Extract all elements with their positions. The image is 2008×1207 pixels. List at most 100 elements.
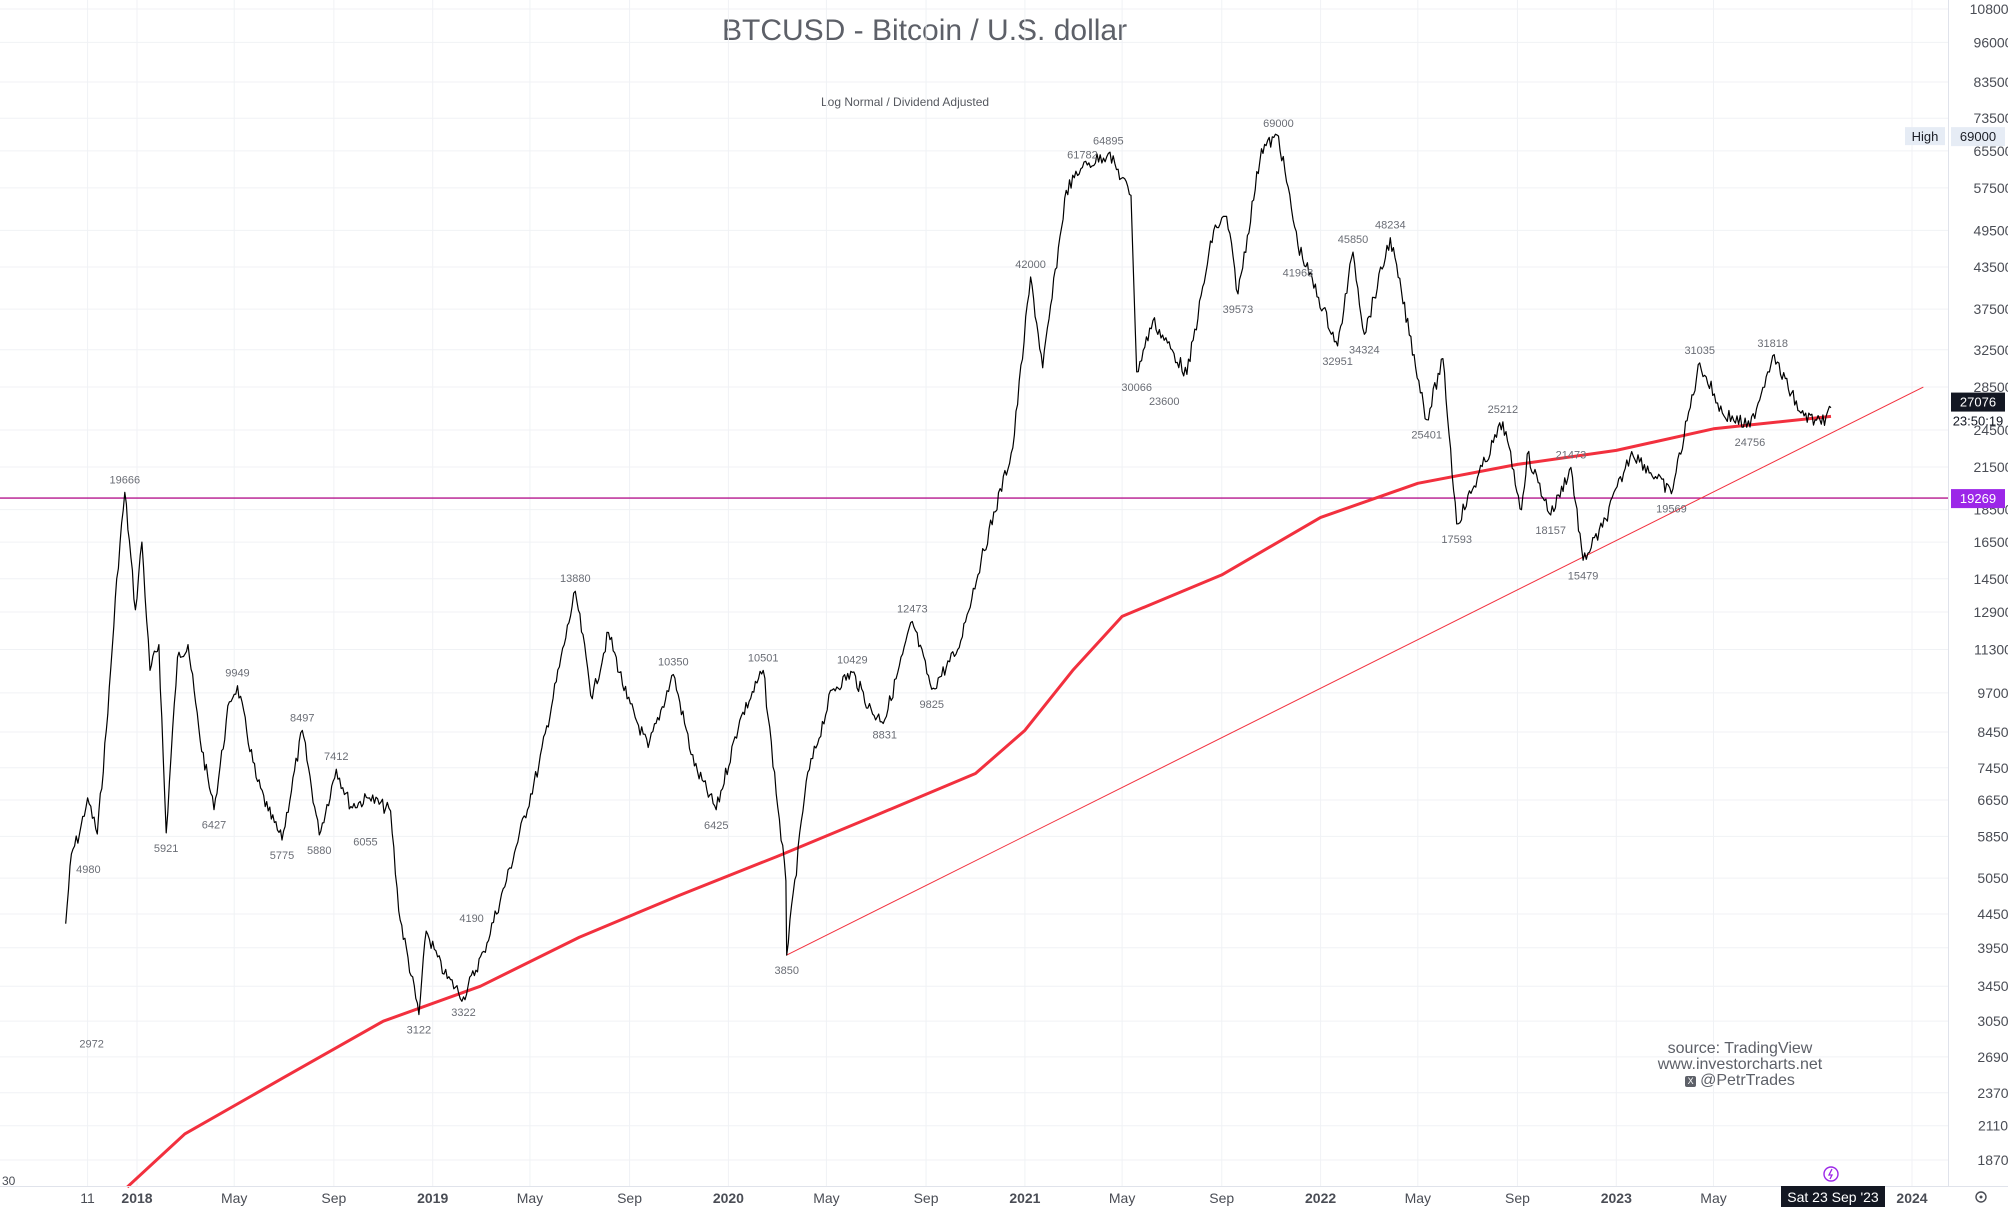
price-line [65,133,1832,1016]
settings-gear-center-icon [1979,1195,1983,1199]
price-axis-panel[interactable] [1948,0,2008,1207]
x-tick-label: May [1109,1190,1135,1206]
price-annotation: 21473 [1556,449,1587,461]
price-annotation: 6055 [353,837,377,849]
price-annotation: 18157 [1535,525,1566,537]
handle-text: @PetrTrades [1700,1072,1795,1089]
y-tick-label: 65500 [1974,143,2008,159]
site-text: www.investorcharts.net [1657,1056,1823,1073]
chart-subtitle: Log Normal / Dividend Adjusted [821,95,990,109]
y-tick-label: 3050 [1977,1013,2008,1029]
price-annotation: 5775 [270,850,294,862]
y-tick-label: 32500 [1974,342,2008,358]
bar-countdown: 23:50:19 [1953,414,2004,429]
price-annotation: 10350 [658,656,689,668]
x-tick-label: May [221,1190,247,1206]
crosshair-date-badge [1781,1186,1885,1207]
y-tick-label: 16500 [1974,534,2008,550]
price-annotation: 64895 [1093,136,1124,148]
price-annotation: 13880 [560,573,591,585]
price-annotation: 61782 [1067,149,1098,161]
x-tick-label: Sep [914,1190,939,1206]
plot-area [0,133,1948,1189]
chart-title: BTCUSD - Bitcoin / U.S. dollar [722,14,1128,47]
price-annotation: 23600 [1149,396,1180,408]
x-tick-label: May [517,1190,543,1206]
y-tick-label: 96000 [1974,34,2008,50]
price-annotation: 45850 [1338,234,1369,246]
price-annotation: 3322 [451,1007,475,1019]
lightning-bolt-icon [1827,1168,1834,1180]
y-tick-label: 8450 [1977,724,2008,740]
settings-gear-icon[interactable] [1975,1191,1987,1203]
price-badge-value: 19269 [1960,491,1996,506]
x-tick-label: May [1700,1190,1726,1206]
x-tick-label: Sep [321,1190,346,1206]
y-tick-label: 14500 [1974,571,2008,587]
price-annotation: 3122 [407,1025,431,1037]
price-axis[interactable]: 108000 96000 83500 73500 65500 57500 49500 4350… [1905,0,2008,1207]
price-annotation: 8831 [873,730,897,742]
price-annotation: 17593 [1441,534,1472,546]
handle-line: X @PetrTrades [1640,1073,1840,1089]
y-tick-label: 37500 [1974,301,2008,317]
y-tick-label-partial: 30 [2,1174,16,1188]
x-tick-label: 2022 [1305,1190,1336,1206]
x-tick-label: 2019 [417,1190,448,1206]
price-annotation: 10501 [748,652,779,664]
y-tick-label: 3950 [1977,940,2008,956]
y-tick-label: 43500 [1974,259,2008,275]
x-tick-label: 2023 [1601,1190,1632,1206]
trendline [786,386,1924,956]
y-tick-label: 28500 [1974,379,2008,395]
time-axis[interactable]: 11 2018 May Sep 2019 May Sep 2020 May Sep 2021 May S… [0,1166,2008,1207]
y-tick-label: 49500 [1974,222,2008,238]
y-tick-label: 2690 [1977,1049,2008,1065]
price-annotation: 12473 [897,604,928,616]
x-logo-icon: X [1685,1076,1697,1087]
price-badge[interactable] [1951,127,2005,147]
y-tick-label: 21500 [1974,459,2008,475]
y-tick-label: 57500 [1974,180,2008,196]
x-tick-label: 2024 [1896,1190,1927,1206]
crosshair-date-label: Sat 23 Sep '23 [1787,1189,1879,1205]
price-badge[interactable] [1951,489,2005,509]
lightning-icon[interactable] [1823,1166,1839,1182]
y-tick-label: 4450 [1977,906,2008,922]
price-annotation: 25401 [1411,430,1442,442]
source-credit: source: TradingView www.investorcharts.n… [1640,1041,1840,1089]
price-annotation: 5921 [154,843,178,855]
y-tick-label: 7450 [1977,760,2008,776]
x-tick-label: Sep [1505,1190,1530,1206]
high-label-badge [1905,127,1945,146]
y-tick-label: 1870 [1977,1152,2008,1168]
y-tick-label: 2110 [1978,1118,2008,1134]
x-tick-label: 11 [80,1190,95,1206]
high-label-text: High [1912,129,1939,144]
price-annotation: 9949 [225,668,249,680]
x-tick-label: 2018 [121,1190,152,1206]
y-tick-label: 108000 [1970,1,2008,17]
price-annotation: 4190 [459,913,483,925]
price-badge[interactable] [1951,392,2005,412]
price-annotation: 69000 [1263,118,1294,130]
price-annotation: 10429 [837,654,868,666]
price-annotation: 41968 [1283,267,1314,279]
price-annotation: 25212 [1488,404,1519,416]
y-tick-label: 6650 [1977,792,2008,808]
price-annotation: 19666 [110,474,141,486]
y-tick-label: 5050 [1977,870,2008,886]
x-tick-label: Sep [1209,1190,1234,1206]
price-annotation: 9825 [919,699,943,711]
price-annotation: 39573 [1223,304,1254,316]
x-tick-label: Sep [617,1190,642,1206]
price-annotation: 6427 [202,820,226,832]
x-tick-label: May [813,1190,839,1206]
x-tick-label: May [1405,1190,1431,1206]
y-tick-label: 11300 [1974,642,2008,658]
price-annotation: 8497 [290,712,314,724]
x-tick-label: 2021 [1009,1190,1040,1206]
price-annotation: 15479 [1568,570,1599,582]
y-tick-label: 73500 [1974,110,2008,126]
